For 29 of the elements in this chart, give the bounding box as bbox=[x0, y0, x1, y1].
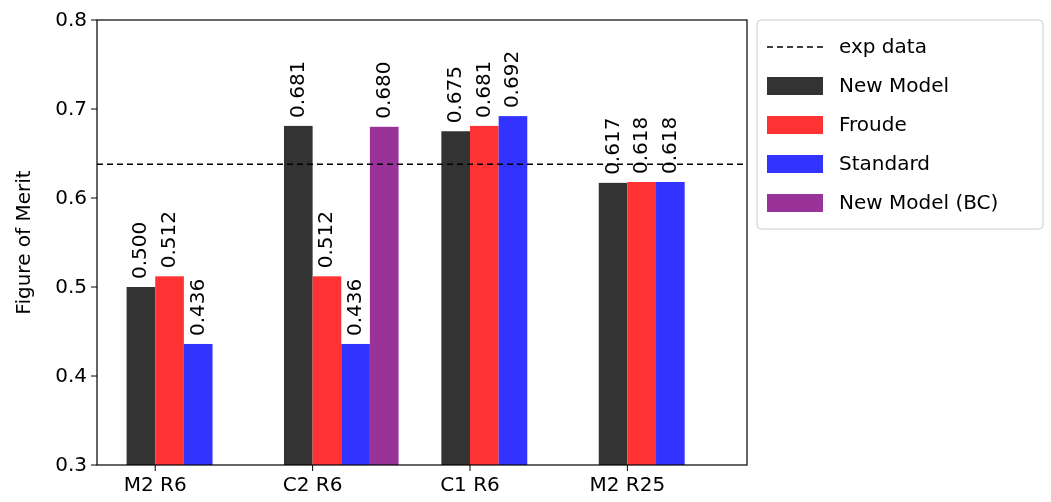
data-label: 0.675 bbox=[442, 65, 467, 124]
data-label: 0.681 bbox=[284, 60, 309, 118]
data-label: 0.618 bbox=[628, 116, 653, 174]
legend-label: New Model bbox=[839, 72, 950, 97]
legend-label: New Model (BC) bbox=[839, 189, 999, 214]
data-label: 0.436 bbox=[342, 278, 367, 336]
x-tick-label: M2 R25 bbox=[589, 472, 666, 496]
y-tick-label: 0.6 bbox=[55, 184, 87, 209]
legend-label: Froude bbox=[839, 111, 907, 136]
y-tick-label: 0.7 bbox=[55, 95, 87, 120]
data-label: 0.680 bbox=[370, 61, 395, 119]
data-label: 0.512 bbox=[313, 211, 338, 269]
legend-label: exp data bbox=[839, 33, 927, 58]
y-tick-label: 0.8 bbox=[55, 6, 87, 31]
data-label: 0.436 bbox=[184, 278, 209, 336]
data-label: 0.512 bbox=[156, 211, 181, 269]
y-tick-label: 0.4 bbox=[55, 362, 87, 387]
x-tick-label: M2 R6 bbox=[123, 472, 187, 496]
legend-label: Standard bbox=[839, 150, 930, 175]
data-label: 0.500 bbox=[127, 221, 152, 279]
x-tick-label: C2 R6 bbox=[282, 472, 343, 496]
data-label: 0.681 bbox=[470, 60, 495, 118]
y-tick-label: 0.5 bbox=[55, 273, 87, 298]
data-label: 0.618 bbox=[656, 116, 681, 174]
x-tick-label: C1 R6 bbox=[440, 472, 500, 496]
data-label: 0.692 bbox=[499, 50, 524, 109]
y-axis-title: Figure of Merit bbox=[11, 170, 35, 315]
y-tick-label: 0.3 bbox=[55, 451, 87, 476]
data-label: 0.617 bbox=[599, 117, 624, 175]
